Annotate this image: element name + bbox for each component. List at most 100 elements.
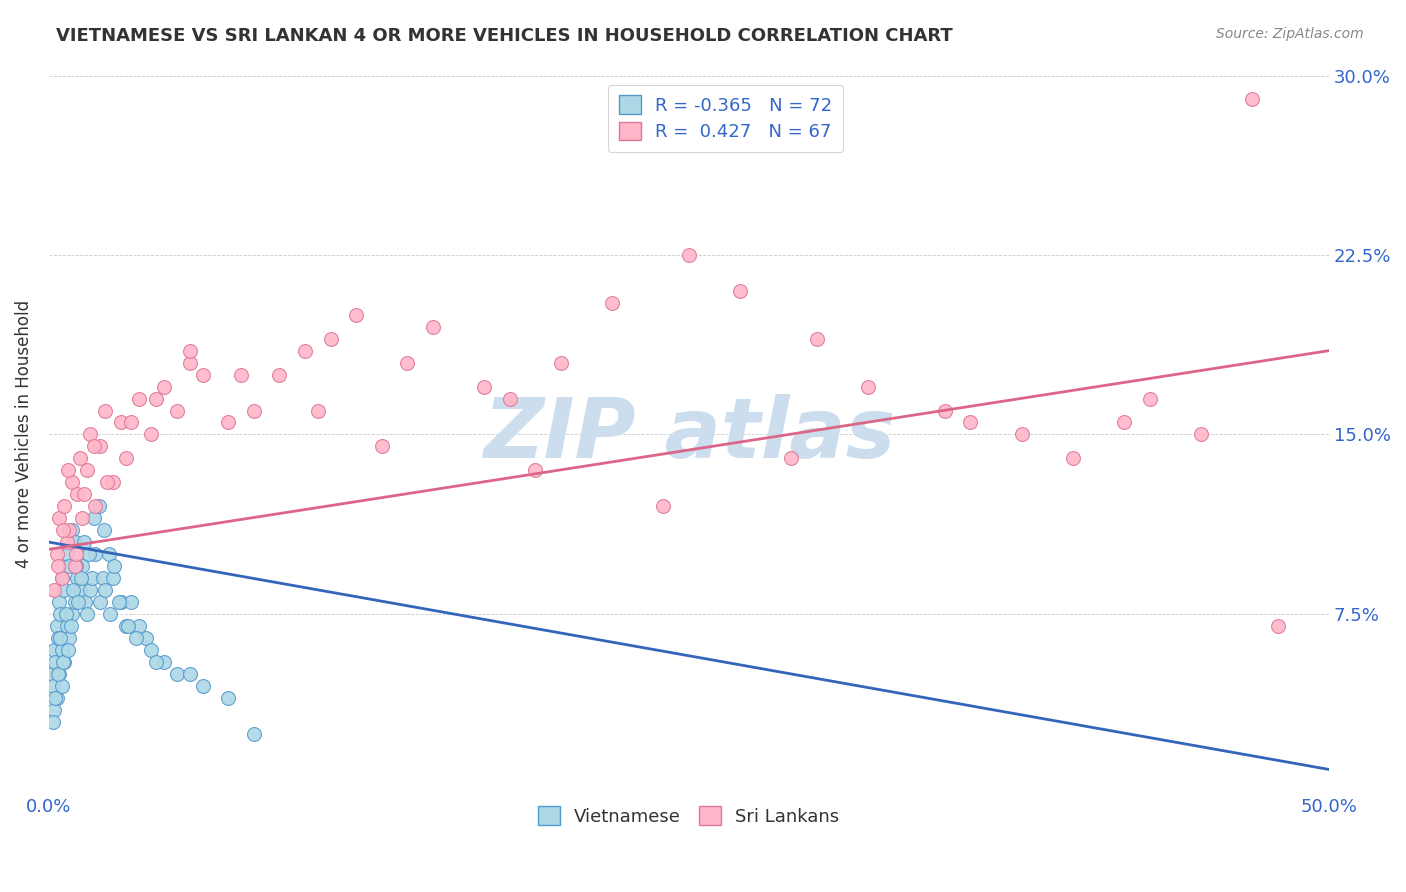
Point xyxy=(51,679,73,693)
Point xyxy=(110,416,132,430)
Point xyxy=(60,475,83,490)
Point xyxy=(524,463,547,477)
Point xyxy=(191,679,214,693)
Point xyxy=(370,439,392,453)
Point xyxy=(72,535,94,549)
Point xyxy=(125,631,148,645)
Point xyxy=(60,607,83,621)
Point xyxy=(82,571,104,585)
Point xyxy=(42,714,65,729)
Point xyxy=(51,571,73,585)
Point xyxy=(73,595,96,609)
Point xyxy=(83,511,105,525)
Point xyxy=(45,547,67,561)
Point xyxy=(66,571,89,585)
Y-axis label: 4 or more Vehicles in Household: 4 or more Vehicles in Household xyxy=(15,301,32,568)
Point xyxy=(70,559,93,574)
Point xyxy=(49,631,72,645)
Point xyxy=(217,416,239,430)
Point xyxy=(58,523,80,537)
Point xyxy=(58,559,80,574)
Point xyxy=(96,475,118,490)
Point xyxy=(179,356,201,370)
Point xyxy=(41,666,63,681)
Point xyxy=(44,690,66,705)
Point xyxy=(89,595,111,609)
Point xyxy=(48,595,70,609)
Point xyxy=(42,679,65,693)
Point xyxy=(145,655,167,669)
Point xyxy=(1112,416,1135,430)
Point xyxy=(56,463,79,477)
Point xyxy=(1267,619,1289,633)
Text: Source: ZipAtlas.com: Source: ZipAtlas.com xyxy=(1216,27,1364,41)
Point xyxy=(242,726,264,740)
Point xyxy=(153,379,176,393)
Point xyxy=(83,439,105,453)
Point xyxy=(53,582,76,597)
Point xyxy=(103,559,125,574)
Point xyxy=(84,547,107,561)
Point xyxy=(94,403,117,417)
Point xyxy=(93,523,115,537)
Point xyxy=(52,523,75,537)
Point xyxy=(53,655,76,669)
Point xyxy=(48,666,70,681)
Point xyxy=(63,535,86,549)
Point xyxy=(59,619,82,633)
Point xyxy=(344,308,367,322)
Point xyxy=(56,642,79,657)
Point xyxy=(269,368,291,382)
Point xyxy=(1062,451,1084,466)
Legend: Vietnamese, Sri Lankans: Vietnamese, Sri Lankans xyxy=(529,797,849,835)
Point xyxy=(499,392,522,406)
Point xyxy=(52,655,75,669)
Point xyxy=(120,416,142,430)
Point xyxy=(42,642,65,657)
Point xyxy=(87,500,110,514)
Point xyxy=(70,571,93,585)
Point xyxy=(166,666,188,681)
Point xyxy=(46,666,69,681)
Point xyxy=(856,379,879,393)
Point xyxy=(319,332,342,346)
Text: VIETNAMESE VS SRI LANKAN 4 OR MORE VEHICLES IN HOUSEHOLD CORRELATION CHART: VIETNAMESE VS SRI LANKAN 4 OR MORE VEHIC… xyxy=(56,27,953,45)
Point xyxy=(51,642,73,657)
Point xyxy=(128,619,150,633)
Point xyxy=(60,523,83,537)
Point xyxy=(79,427,101,442)
Point xyxy=(91,571,114,585)
Point xyxy=(69,582,91,597)
Point xyxy=(51,571,73,585)
Point xyxy=(652,500,675,514)
Point xyxy=(678,248,700,262)
Text: ZIP atlas: ZIP atlas xyxy=(482,394,896,475)
Point xyxy=(117,619,139,633)
Point xyxy=(63,559,86,574)
Point xyxy=(114,451,136,466)
Point xyxy=(141,642,163,657)
Point xyxy=(56,619,79,633)
Point xyxy=(934,403,956,417)
Point xyxy=(396,356,419,370)
Point xyxy=(1011,427,1033,442)
Point xyxy=(145,392,167,406)
Point xyxy=(56,535,79,549)
Point xyxy=(62,582,84,597)
Point xyxy=(600,295,623,310)
Point xyxy=(46,559,69,574)
Point xyxy=(72,487,94,501)
Point xyxy=(780,451,803,466)
Point xyxy=(45,690,67,705)
Point xyxy=(135,631,157,645)
Point xyxy=(728,284,751,298)
Point xyxy=(42,703,65,717)
Point xyxy=(76,607,98,621)
Point xyxy=(1189,427,1212,442)
Point xyxy=(44,655,66,669)
Point xyxy=(307,403,329,417)
Point xyxy=(49,607,72,621)
Point xyxy=(229,368,252,382)
Point xyxy=(108,595,131,609)
Point xyxy=(179,666,201,681)
